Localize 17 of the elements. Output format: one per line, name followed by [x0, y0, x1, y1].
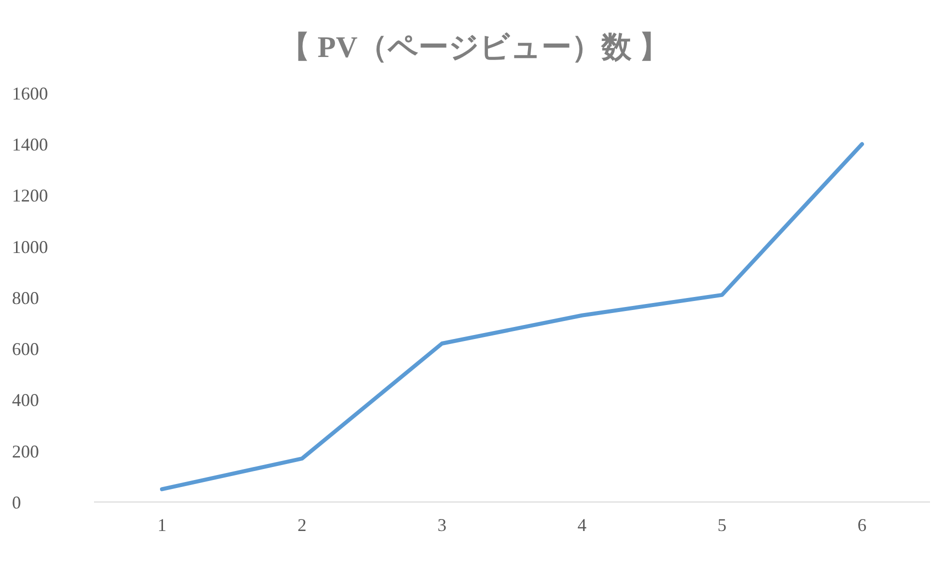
y-tick-label: 200 [12, 441, 39, 462]
y-tick-label: 1400 [12, 134, 48, 155]
y-tick-label: 400 [12, 390, 39, 410]
y-tick-label: 800 [12, 288, 39, 308]
x-tick-label: 3 [438, 514, 446, 535]
y-tick-label: 600 [12, 339, 39, 360]
y-tick-label: 1000 [12, 236, 48, 257]
x-tick-label: 6 [858, 514, 866, 535]
y-tick-label: 1600 [12, 83, 48, 104]
x-tick-label: 1 [158, 514, 166, 535]
y-tick-label: 1200 [12, 186, 48, 206]
x-tick-label: 2 [298, 514, 306, 535]
x-tick-label: 5 [718, 514, 726, 535]
line-series [160, 142, 864, 492]
chart-title: 【 PV（ページビュー）数 】 [279, 30, 670, 66]
x-tick-label: 4 [578, 514, 586, 535]
y-tick-label: 0 [12, 492, 21, 512]
